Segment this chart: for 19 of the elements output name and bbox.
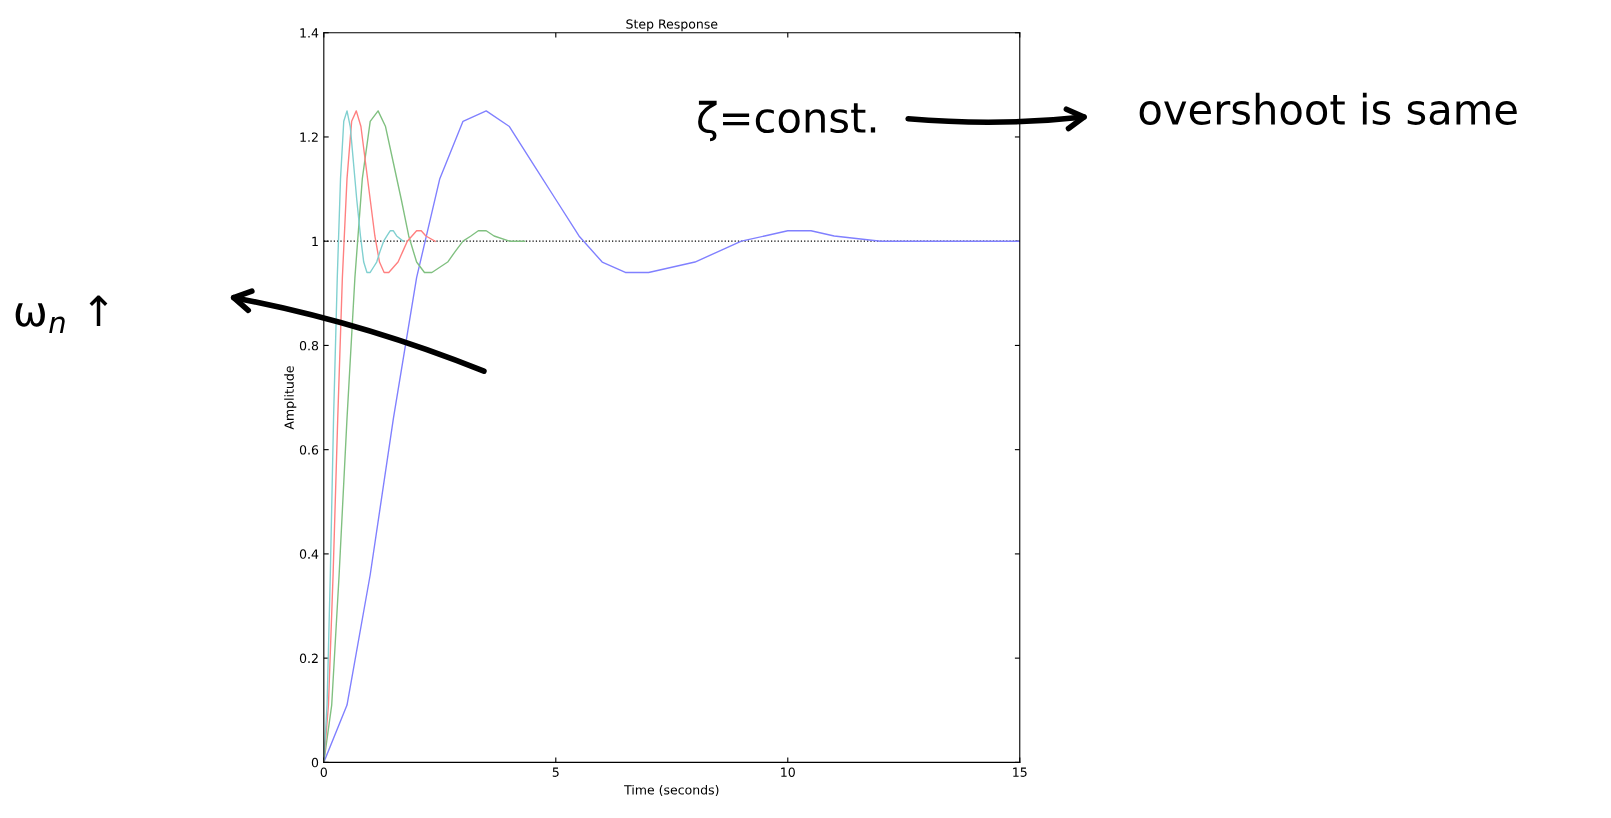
y-tick-label: 0 xyxy=(311,757,319,768)
y-tick-label: 1.4 xyxy=(300,28,319,38)
x-tick-label: 15 xyxy=(1013,767,1027,777)
chart-title: Step Response xyxy=(626,19,718,32)
y-tick-label: 1.2 xyxy=(300,132,318,142)
y-tick-label: 0.4 xyxy=(299,549,319,559)
x-axis-title: Time (seconds) xyxy=(624,784,719,797)
y-tick-label: 1 xyxy=(312,236,318,246)
x-tick-label: 0 xyxy=(320,767,327,777)
annotation: ζ=const. xyxy=(698,100,876,142)
line-series xyxy=(323,110,404,763)
y-axis-title: Amplitude xyxy=(284,366,297,430)
x-tick-label: 5 xyxy=(552,767,559,777)
text: overshoot is same xyxy=(1139,92,1517,125)
x-tick-label: 10 xyxy=(781,767,795,777)
y-tick-label: 0.6 xyxy=(299,445,319,455)
text: ω$_{n}$ ↑ xyxy=(15,295,108,333)
y-tick-label: 0.2 xyxy=(299,653,318,664)
y-tick-label: 0.8 xyxy=(299,340,319,351)
